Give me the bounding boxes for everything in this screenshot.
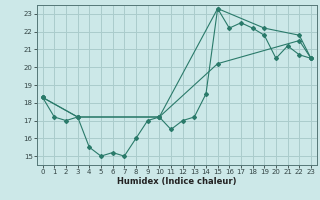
X-axis label: Humidex (Indice chaleur): Humidex (Indice chaleur)	[117, 177, 236, 186]
